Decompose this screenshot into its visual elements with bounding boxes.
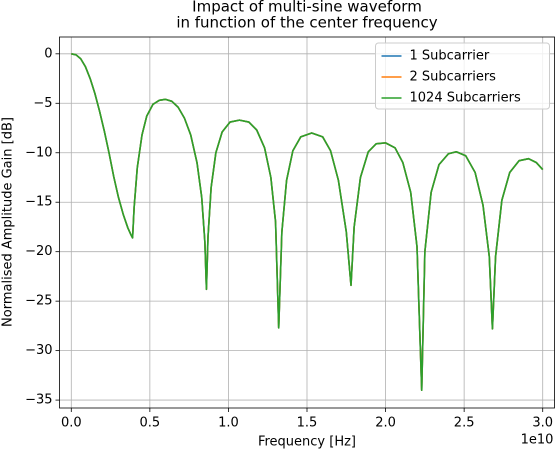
legend-label: 1024 Subcarriers	[410, 91, 521, 106]
x-tick-label: 3.0	[532, 416, 553, 431]
y-tick-label: −10	[25, 145, 52, 160]
y-tick-label: −5	[33, 96, 52, 111]
x-tick-label: 1.0	[218, 416, 239, 431]
y-tick-label: −15	[25, 195, 52, 210]
plot-frame	[59, 36, 555, 409]
x-tick-label: 2.5	[454, 416, 475, 431]
x-tick-label: 0.5	[140, 416, 161, 431]
y-tick-label: −25	[25, 294, 52, 309]
legend-box	[375, 42, 550, 110]
x-offset-label: 1e10	[521, 433, 554, 448]
chart-title: Impact of multi-sine waveform	[192, 0, 422, 16]
legend-label: 1 Subcarrier	[410, 49, 490, 64]
y-tick-label: −30	[25, 343, 52, 358]
legend-label: 2 Subcarriers	[410, 70, 497, 85]
y-tick-label: −20	[25, 244, 52, 259]
series-line	[71, 53, 544, 391]
x-tick-label: 2.0	[375, 416, 396, 431]
y-tick-label: −35	[25, 393, 52, 408]
chart-title: in function of the center frequency	[176, 14, 437, 32]
x-tick-label: 1.5	[297, 416, 318, 431]
y-tick-label: 0	[44, 46, 52, 61]
y-axis-label: Normalised Amplitude Gain [dB]	[1, 117, 16, 327]
x-axis-label: Frequency [Hz]	[258, 435, 356, 450]
x-tick-label: 0.0	[61, 416, 82, 431]
